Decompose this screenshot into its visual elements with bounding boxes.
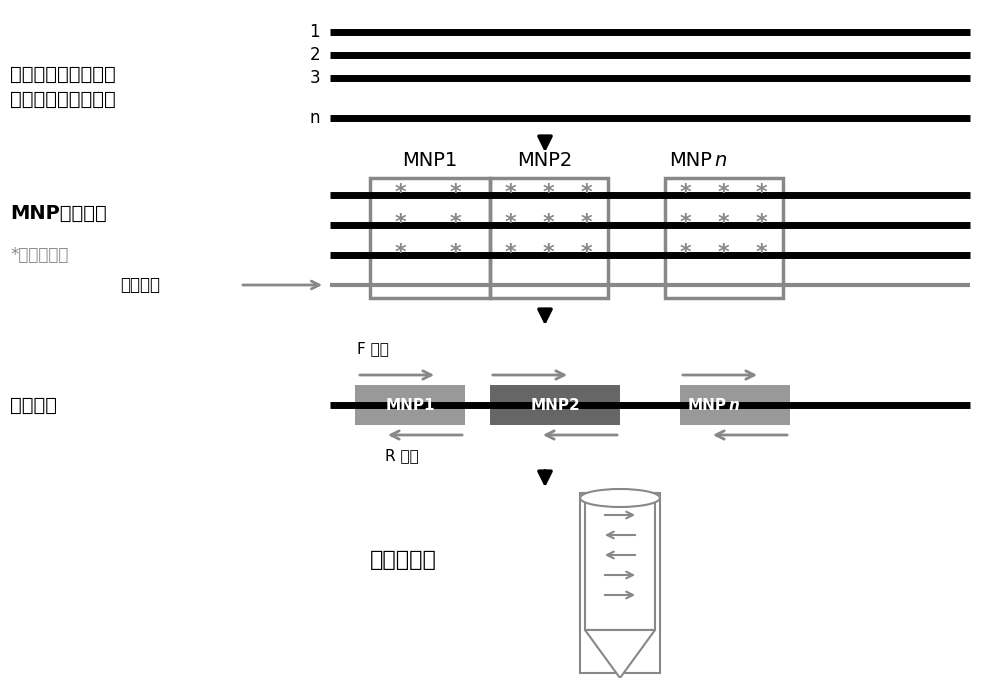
Text: *: * [755, 183, 767, 203]
Text: 1: 1 [309, 23, 320, 41]
Bar [355, 385, 465, 425]
Text: *: * [449, 243, 461, 263]
Bar [680, 385, 790, 425]
Text: *: * [580, 243, 592, 263]
Text: *: * [679, 183, 691, 203]
Bar [370, 178, 490, 298]
Text: MNP标记筛选: MNP标记筛选 [10, 203, 107, 222]
Text: 分离株的基因组序列: 分离株的基因组序列 [10, 90, 116, 109]
Text: n: n [729, 397, 740, 412]
Text: 3: 3 [309, 69, 320, 87]
Text: *: * [449, 183, 461, 203]
Text: MNP1: MNP1 [385, 397, 435, 412]
Text: R 引物: R 引物 [385, 448, 419, 463]
Text: *: * [504, 243, 516, 263]
Text: MNP: MNP [669, 151, 712, 170]
Bar [585, 498, 655, 630]
Text: *: * [717, 183, 729, 203]
Text: n: n [714, 151, 726, 170]
Bar [665, 178, 783, 298]
Text: *: * [394, 183, 406, 203]
Text: *: * [679, 213, 691, 233]
Text: 引物设计: 引物设计 [10, 395, 57, 414]
Text: *: * [755, 213, 767, 233]
Text: *: * [542, 183, 554, 203]
Text: F 引物: F 引物 [357, 341, 389, 356]
Text: MNP2: MNP2 [517, 151, 573, 170]
Text: MNP2: MNP2 [530, 397, 580, 412]
Text: 引物组合物: 引物组合物 [370, 550, 437, 570]
Text: 参考序列: 参考序列 [120, 276, 160, 294]
Text: n: n [310, 109, 320, 127]
Text: *: * [394, 243, 406, 263]
Text: *: * [717, 213, 729, 233]
Text: *: * [449, 213, 461, 233]
Text: *: * [580, 213, 592, 233]
Ellipse shape [580, 489, 660, 507]
Text: *: * [504, 183, 516, 203]
Bar [490, 178, 608, 298]
Text: MNP1: MNP1 [402, 151, 458, 170]
Text: 人结核分枝杆菌不同: 人结核分枝杆菌不同 [10, 65, 116, 84]
Text: *: * [755, 243, 767, 263]
Polygon shape [585, 630, 655, 678]
Text: MNP: MNP [688, 397, 727, 412]
Bar [490, 385, 620, 425]
Text: *：序列变异: *：序列变异 [10, 246, 68, 264]
Text: *: * [504, 213, 516, 233]
Text: *: * [679, 243, 691, 263]
Text: *: * [580, 183, 592, 203]
Text: 2: 2 [309, 46, 320, 64]
Text: *: * [542, 213, 554, 233]
Text: *: * [394, 213, 406, 233]
Bar [580, 493, 660, 673]
Text: *: * [717, 243, 729, 263]
Text: *: * [542, 243, 554, 263]
